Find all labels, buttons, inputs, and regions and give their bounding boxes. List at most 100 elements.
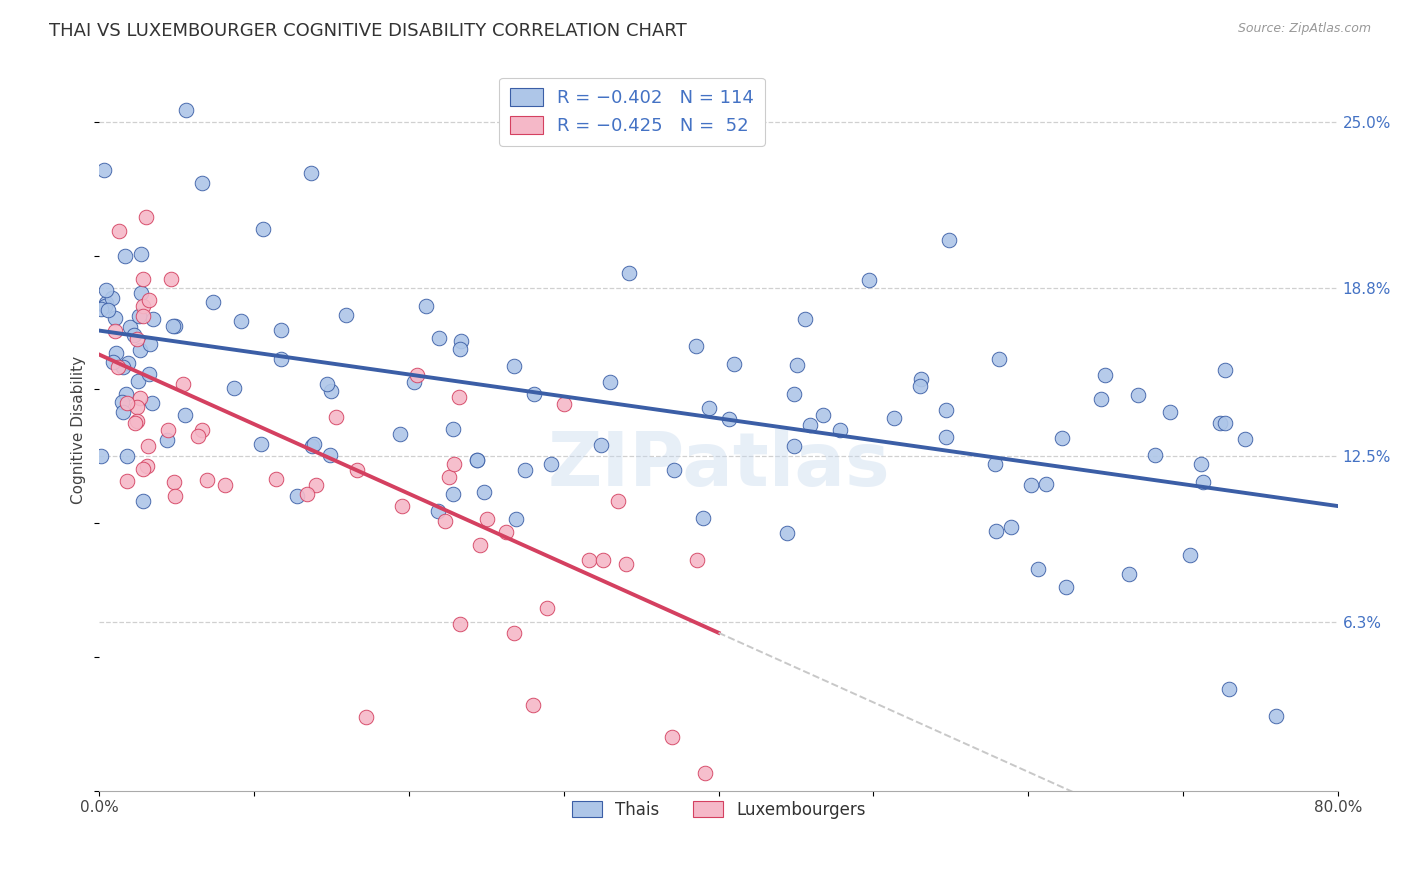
- Point: [1128, 388, 1150, 402]
- Point: [129, 343, 152, 358]
- Point: [811, 408, 834, 422]
- Point: [97, 302, 120, 317]
- Point: [128, 391, 150, 405]
- Point: [522, 698, 544, 712]
- Point: [136, 458, 159, 473]
- Point: [793, 311, 815, 326]
- Point: [988, 351, 1011, 366]
- Point: [141, 395, 163, 409]
- Point: [1035, 476, 1057, 491]
- Point: [1054, 581, 1077, 595]
- Point: [162, 319, 184, 334]
- Point: [131, 309, 153, 323]
- Point: [427, 331, 450, 345]
- Point: [354, 710, 377, 724]
- Legend: Thais, Luxembourgers: Thais, Luxembourgers: [565, 794, 872, 826]
- Point: [325, 409, 347, 424]
- Point: [1090, 392, 1112, 407]
- Point: [405, 368, 427, 382]
- Point: [90, 301, 112, 316]
- Point: [391, 499, 413, 513]
- Point: [536, 600, 558, 615]
- Point: [1218, 681, 1240, 696]
- Point: [122, 328, 145, 343]
- Point: [163, 318, 186, 333]
- Point: [1264, 708, 1286, 723]
- Point: [191, 176, 214, 190]
- Point: [858, 273, 880, 287]
- Point: [1094, 368, 1116, 383]
- Point: [115, 387, 138, 401]
- Text: ZIPatlas: ZIPatlas: [547, 429, 890, 502]
- Point: [441, 486, 464, 500]
- Point: [287, 489, 309, 503]
- Point: [465, 453, 488, 467]
- Point: [723, 357, 745, 371]
- Point: [270, 352, 292, 367]
- Point: [799, 418, 821, 433]
- Point: [599, 375, 621, 389]
- Point: [142, 311, 165, 326]
- Point: [115, 474, 138, 488]
- Point: [938, 233, 960, 247]
- Point: [156, 433, 179, 447]
- Point: [222, 381, 245, 395]
- Point: [828, 424, 851, 438]
- Point: [93, 162, 115, 177]
- Point: [104, 310, 127, 325]
- Point: [105, 346, 128, 360]
- Point: [128, 310, 150, 324]
- Text: THAI VS LUXEMBOURGER COGNITIVE DISABILITY CORRELATION CHART: THAI VS LUXEMBOURGER COGNITIVE DISABILIT…: [49, 22, 688, 40]
- Y-axis label: Cognitive Disability: Cognitive Disability: [72, 356, 86, 504]
- Point: [540, 458, 562, 472]
- Point: [127, 414, 149, 428]
- Point: [127, 401, 149, 415]
- Point: [426, 504, 449, 518]
- Point: [1234, 433, 1257, 447]
- Point: [1050, 431, 1073, 445]
- Point: [776, 526, 799, 541]
- Point: [132, 494, 155, 508]
- Point: [111, 360, 134, 375]
- Point: [786, 358, 808, 372]
- Point: [693, 765, 716, 780]
- Point: [449, 616, 471, 631]
- Point: [935, 403, 957, 417]
- Point: [984, 457, 1007, 471]
- Point: [1144, 448, 1167, 462]
- Point: [578, 552, 600, 566]
- Point: [127, 332, 149, 346]
- Point: [505, 512, 527, 526]
- Point: [883, 410, 905, 425]
- Point: [264, 472, 287, 486]
- Point: [101, 355, 124, 369]
- Point: [984, 524, 1007, 538]
- Point: [449, 391, 471, 405]
- Point: [90, 449, 112, 463]
- Point: [191, 423, 214, 437]
- Point: [270, 323, 292, 337]
- Point: [1019, 478, 1042, 492]
- Point: [115, 449, 138, 463]
- Point: [935, 430, 957, 444]
- Point: [614, 558, 637, 572]
- Point: [415, 299, 437, 313]
- Point: [477, 512, 499, 526]
- Point: [685, 338, 707, 352]
- Point: [1215, 363, 1237, 377]
- Point: [908, 378, 931, 392]
- Point: [138, 367, 160, 381]
- Point: [441, 422, 464, 436]
- Point: [94, 283, 117, 297]
- Text: Source: ZipAtlas.com: Source: ZipAtlas.com: [1237, 22, 1371, 36]
- Point: [117, 356, 139, 370]
- Point: [252, 222, 274, 236]
- Point: [129, 246, 152, 260]
- Point: [502, 359, 524, 373]
- Point: [139, 337, 162, 351]
- Point: [136, 439, 159, 453]
- Point: [299, 166, 322, 180]
- Point: [502, 626, 524, 640]
- Point: [174, 103, 197, 117]
- Point: [229, 314, 252, 328]
